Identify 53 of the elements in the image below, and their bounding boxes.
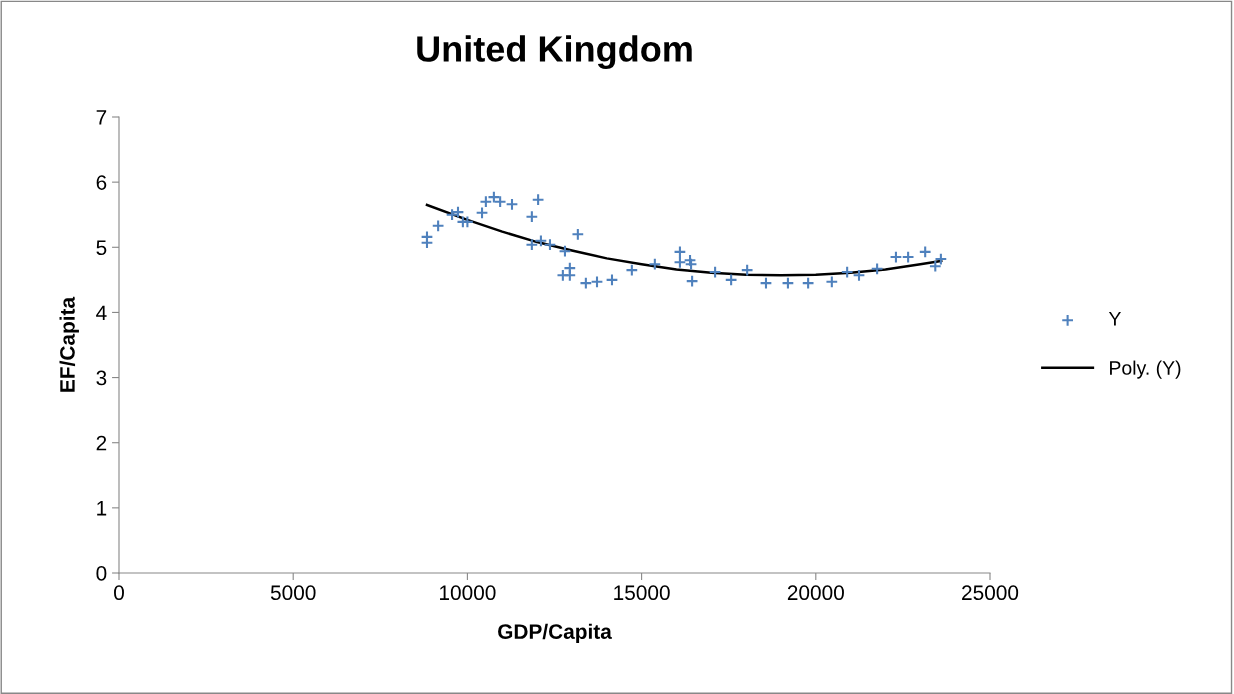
x-tick-label: 0 bbox=[114, 585, 124, 601]
x-tick-label: 20000 bbox=[787, 585, 844, 601]
x-tick-label: 10000 bbox=[440, 585, 496, 601]
point bbox=[493, 195, 507, 209]
point bbox=[543, 238, 557, 252]
point bbox=[590, 275, 604, 289]
point bbox=[475, 206, 489, 220]
x-tick-label: 15000 bbox=[614, 585, 670, 601]
point bbox=[673, 245, 687, 259]
x-axis-title: GDP/Capita bbox=[498, 623, 612, 644]
point bbox=[825, 275, 839, 289]
point bbox=[531, 193, 545, 207]
point bbox=[840, 265, 854, 279]
y-tick-label: 7 bbox=[96, 110, 107, 125]
legend-label: Y bbox=[1108, 312, 1121, 326]
x-tick-label: 25000 bbox=[962, 585, 1019, 601]
point bbox=[724, 273, 738, 287]
point bbox=[740, 263, 754, 277]
x-tick-label: 5000 bbox=[270, 585, 316, 601]
y-tick-label: 3 bbox=[96, 370, 107, 386]
point bbox=[571, 227, 585, 241]
point bbox=[431, 219, 445, 233]
point bbox=[420, 236, 434, 250]
point bbox=[505, 197, 519, 211]
legend-label: Poly. (Y) bbox=[1110, 360, 1181, 379]
y-axis-title: EF/Capita bbox=[59, 296, 79, 392]
point bbox=[759, 276, 773, 290]
point bbox=[901, 250, 915, 264]
point bbox=[625, 263, 639, 277]
point bbox=[579, 276, 593, 290]
y-tick-label: 4 bbox=[96, 305, 107, 320]
point bbox=[889, 250, 903, 264]
point bbox=[781, 276, 795, 290]
point bbox=[673, 255, 687, 269]
point bbox=[685, 274, 699, 288]
y-tick-label: 0 bbox=[96, 566, 107, 581]
y-tick-label: 6 bbox=[96, 175, 107, 190]
point bbox=[563, 268, 577, 282]
point bbox=[918, 245, 932, 259]
point bbox=[708, 265, 722, 279]
point bbox=[558, 244, 572, 258]
y-tick-label: 1 bbox=[97, 501, 107, 516]
point bbox=[801, 276, 815, 290]
chart-title: United Kingdom bbox=[417, 35, 692, 70]
point bbox=[852, 268, 866, 282]
point bbox=[525, 210, 539, 224]
y-tick-label: 2 bbox=[96, 435, 107, 451]
point bbox=[648, 257, 662, 271]
point bbox=[683, 253, 697, 267]
y-tick-label: 5 bbox=[96, 240, 107, 256]
point bbox=[684, 257, 698, 271]
point bbox=[605, 273, 619, 287]
point bbox=[870, 262, 884, 276]
